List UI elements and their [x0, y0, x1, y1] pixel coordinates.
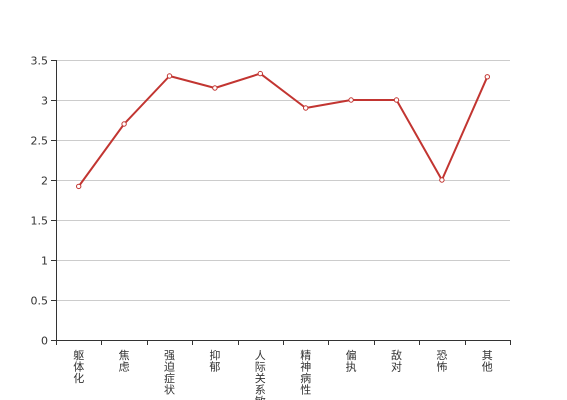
y-tick-label: 0: [41, 335, 48, 348]
grid-lines: [56, 60, 510, 301]
data-point[interactable]: [121, 121, 127, 127]
x-tick-label: 精神病性: [300, 349, 311, 397]
x-tick-label: 强迫症状: [164, 349, 175, 397]
data-point[interactable]: [257, 70, 263, 77]
y-tick-label: 1.5: [31, 215, 49, 228]
x-tick-label: 焦虑: [119, 349, 130, 374]
y-tick-label: 2: [41, 175, 48, 188]
series-line: [77, 72, 489, 187]
x-tick-label: 恐怖: [436, 349, 447, 374]
y-tick-label: 0.5: [31, 295, 49, 308]
data-point[interactable]: [348, 97, 354, 103]
y-tick-label: 3: [41, 95, 48, 108]
axes: [51, 60, 511, 345]
x-tick-label: 人际关系敏感: [255, 349, 266, 400]
y-tick-labels: 0 0.5 1 1.5 2 2.5 3 3.5: [31, 55, 49, 348]
data-point[interactable]: [166, 73, 173, 79]
x-tick-label: 偏执: [346, 348, 357, 374]
data-point[interactable]: [484, 74, 490, 80]
data-point[interactable]: [393, 97, 400, 103]
x-tick-label: 抑郁: [209, 348, 220, 374]
series: [76, 70, 490, 190]
data-point[interactable]: [439, 177, 445, 183]
x-tick-label: 其他: [482, 349, 493, 374]
y-tick-label: 2.5: [31, 135, 49, 148]
x-tick-label: 躯体化: [73, 349, 84, 385]
data-point[interactable]: [212, 85, 218, 91]
x-tick-label: 敌对: [391, 348, 402, 374]
data-point[interactable]: [303, 105, 309, 111]
y-tick-label: 3.5: [31, 55, 49, 68]
data-point[interactable]: [76, 183, 82, 190]
x-tick-labels: 躯体化 焦虑 强迫症状 抑郁 人际关系敏感 精神病性 偏执 敌对 恐怖 其他: [73, 348, 493, 400]
y-tick-label: 1: [41, 255, 48, 268]
